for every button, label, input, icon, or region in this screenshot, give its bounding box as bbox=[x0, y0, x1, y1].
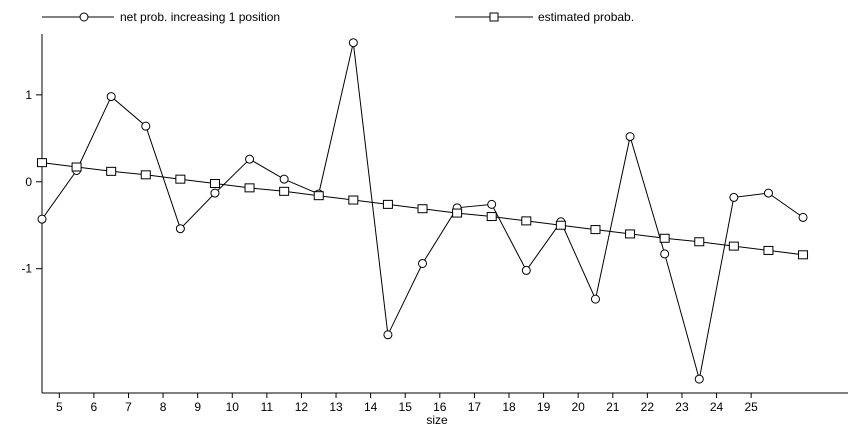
series-0-point-18 bbox=[660, 249, 670, 259]
series-1-point-16 bbox=[590, 225, 601, 235]
y-tick-label-0: -1 bbox=[21, 262, 32, 276]
x-tick-label-0: 5 bbox=[56, 400, 63, 414]
y-axis-ticks: -1 0 1 bbox=[21, 88, 42, 276]
x-tick-label-14: 19 bbox=[537, 400, 551, 414]
series-1-point-8 bbox=[313, 191, 324, 201]
series-1-point-21 bbox=[763, 245, 774, 255]
legend-marker-net-prob bbox=[79, 12, 89, 22]
series-1-point-18 bbox=[659, 233, 670, 243]
x-tick-label-9: 14 bbox=[364, 400, 378, 414]
series-0-point-10 bbox=[383, 330, 393, 340]
series-1-point-7 bbox=[279, 186, 290, 196]
series-1-point-9 bbox=[348, 195, 359, 205]
series-0-point-16 bbox=[590, 294, 600, 304]
series-1-point-3 bbox=[140, 170, 151, 180]
legend-label-net-prob: net prob. increasing 1 position bbox=[120, 10, 280, 24]
x-tick-label-2: 7 bbox=[125, 400, 132, 414]
x-tick-label-13: 18 bbox=[502, 400, 516, 414]
series-1-point-4 bbox=[175, 174, 186, 184]
series-0-point-4 bbox=[175, 224, 185, 234]
x-tick-label-11: 16 bbox=[433, 400, 447, 414]
series-0-point-5 bbox=[210, 188, 220, 198]
legend-label-estimated: estimated probab. bbox=[538, 10, 634, 24]
series-0-point-7 bbox=[279, 174, 289, 184]
x-tick-label-15: 20 bbox=[572, 400, 586, 414]
series-0-point-21 bbox=[763, 188, 773, 198]
series-0-point-13 bbox=[487, 199, 497, 209]
series-0-point-6 bbox=[245, 154, 255, 164]
series-1-point-15 bbox=[555, 220, 566, 230]
x-tick-label-6: 11 bbox=[261, 400, 274, 414]
x-tick-label-18: 23 bbox=[675, 400, 689, 414]
x-tick-label-5: 10 bbox=[226, 400, 240, 414]
series-0-point-22 bbox=[798, 212, 808, 222]
x-tick-label-16: 21 bbox=[606, 400, 620, 414]
series-0-point-14 bbox=[521, 265, 531, 275]
series-0-point-19 bbox=[694, 374, 704, 384]
series-1-point-2 bbox=[106, 166, 117, 176]
x-tick-label-3: 8 bbox=[160, 400, 167, 414]
series-1-point-11 bbox=[417, 204, 428, 214]
series-1-point-13 bbox=[486, 212, 497, 222]
legend-marker-estimated bbox=[489, 12, 499, 22]
series-1-point-1 bbox=[71, 162, 82, 172]
series-0-point-2 bbox=[106, 92, 116, 102]
x-tick-label-10: 15 bbox=[399, 400, 413, 414]
series-1-point-0 bbox=[37, 158, 47, 168]
y-tick-label-2: 1 bbox=[25, 88, 32, 102]
x-axis-ticks: 5 6 7 8 9 10 11 12 13 14 15 16 17 18 19 20 21 22 23 24 25 bbox=[56, 393, 758, 414]
series-0-point-9 bbox=[348, 38, 358, 48]
series-1-point-17 bbox=[625, 229, 636, 239]
x-tick-label-19: 24 bbox=[710, 400, 724, 414]
series-0-point-20 bbox=[729, 192, 739, 202]
series-0-point-0 bbox=[37, 214, 47, 224]
series-1-point-12 bbox=[452, 208, 463, 218]
series-1-point-14 bbox=[521, 216, 532, 226]
x-tick-label-8: 13 bbox=[329, 400, 343, 414]
legend: net prob. increasing 1 position estimate… bbox=[42, 10, 634, 24]
series-1-point-10 bbox=[382, 199, 393, 209]
x-tick-label-1: 6 bbox=[91, 400, 98, 414]
y-tick-label-1: 0 bbox=[25, 175, 32, 189]
x-axis-label: size bbox=[426, 413, 448, 427]
x-tick-label-20: 25 bbox=[744, 400, 758, 414]
series-0-point-3 bbox=[141, 121, 151, 131]
series-1-point-19 bbox=[694, 237, 705, 247]
series-1-point-6 bbox=[244, 183, 255, 193]
series-1-point-5 bbox=[209, 179, 220, 189]
x-tick-label-7: 12 bbox=[295, 400, 309, 414]
series-1-point-22 bbox=[798, 250, 809, 260]
series-0-point-11 bbox=[418, 258, 428, 268]
x-tick-label-12: 17 bbox=[468, 400, 482, 414]
x-tick-label-17: 22 bbox=[641, 400, 655, 414]
series-0-point-17 bbox=[625, 132, 635, 142]
series-1-point-20 bbox=[728, 241, 739, 251]
series-layer bbox=[37, 38, 809, 384]
x-tick-label-4: 9 bbox=[194, 400, 201, 414]
